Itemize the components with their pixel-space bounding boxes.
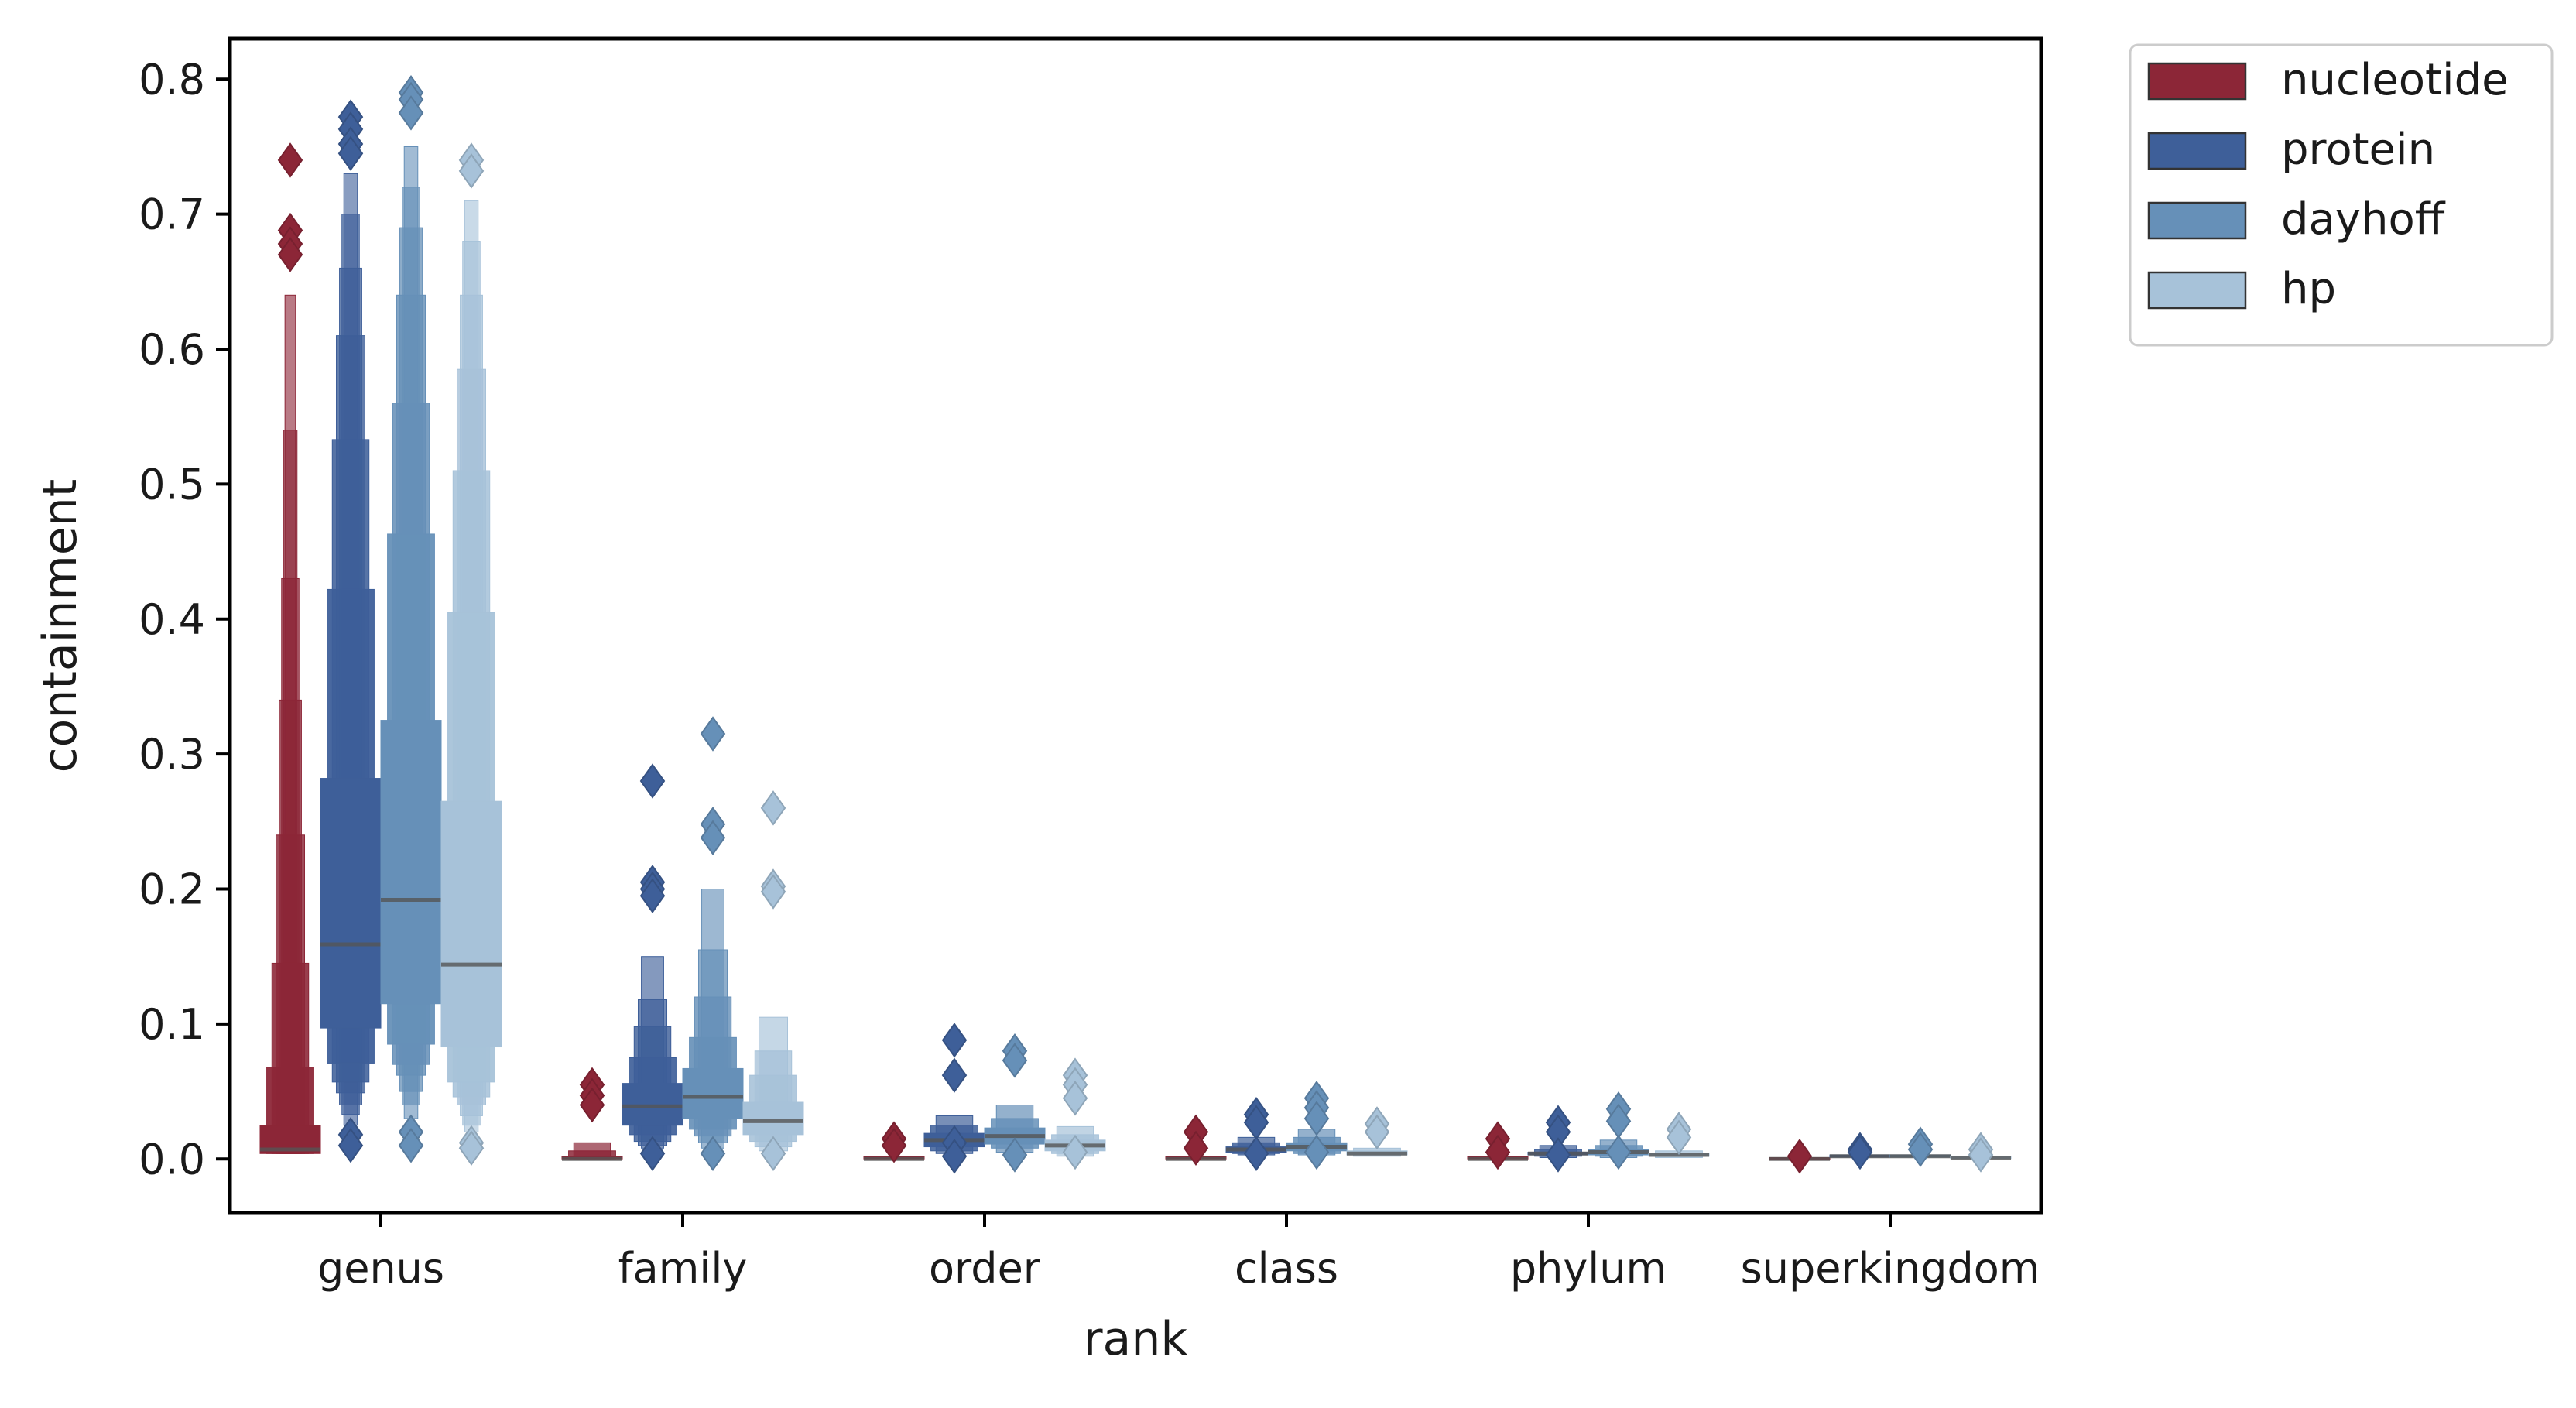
outlier-point — [1605, 1134, 1632, 1170]
outlier-point — [398, 95, 424, 131]
y-axis: 0.0 0.1 0.2 0.3 0.4 0.5 0.6 0.7 0.8 — [139, 55, 230, 1184]
y-tick-label: 0.7 — [139, 190, 205, 239]
outlier-point — [458, 153, 485, 189]
outlier-point — [700, 716, 726, 752]
outlier-point — [881, 1128, 907, 1163]
outlier-point — [398, 1128, 424, 1163]
plot-marks — [259, 75, 2012, 1174]
legend-swatch-protein — [2147, 132, 2247, 170]
outlier-point — [1303, 1134, 1330, 1170]
x-tick-label: genus — [317, 1244, 444, 1293]
box-level-dayhoff-genus — [380, 720, 442, 1005]
legend-swatch-dayhoff — [2147, 201, 2247, 240]
x-tick-label: superkingdom — [1741, 1244, 2040, 1293]
box-level-dayhoff-family — [682, 1067, 744, 1119]
outlier-point — [1968, 1137, 1994, 1173]
outlier-point — [639, 763, 666, 799]
legend-label-hp: hp — [2281, 264, 2336, 314]
outlier-point — [1666, 1119, 1692, 1156]
legend-swatch-hp — [2147, 271, 2247, 310]
series-nucleotide — [259, 142, 1831, 1174]
outlier-point — [1062, 1081, 1088, 1116]
outlier-point — [639, 1136, 666, 1171]
legend: nucleotide protein dayhoff hp — [2129, 43, 2554, 347]
outlier-point — [337, 135, 364, 171]
outlier-point — [579, 1087, 605, 1123]
x-tick-label: phylum — [1510, 1244, 1667, 1293]
outlier-point — [700, 820, 726, 855]
outlier-point — [1786, 1139, 1813, 1174]
x-tick-label: family — [618, 1244, 748, 1293]
x-tick-label: order — [929, 1244, 1041, 1293]
series-protein — [320, 99, 1891, 1174]
legend-label-protein: protein — [2281, 125, 2435, 175]
legend-box — [2129, 43, 2554, 347]
y-tick-label: 0.5 — [139, 460, 205, 509]
box-level-protein-family — [622, 1083, 683, 1126]
y-tick-label: 0.2 — [139, 865, 205, 914]
y-tick-label: 0.4 — [139, 595, 205, 644]
box-level-hp-family — [742, 1101, 804, 1136]
outlier-point — [1243, 1136, 1269, 1171]
outlier-point — [277, 237, 303, 272]
y-tick-label: 0.6 — [139, 325, 205, 374]
outlier-point — [1183, 1130, 1209, 1166]
outlier-point — [1545, 1137, 1571, 1173]
legend-swatch-nucleotide — [2147, 62, 2247, 101]
x-tick-label: class — [1235, 1244, 1338, 1293]
box-level-hp-genus — [440, 800, 502, 1048]
series-dayhoff — [380, 75, 1951, 1173]
y-tick-label: 0.3 — [139, 730, 205, 779]
outlier-point — [639, 878, 666, 913]
legend-label-dayhoff: dayhoff — [2281, 194, 2446, 245]
outlier-point — [458, 1130, 485, 1166]
outlier-point — [1364, 1114, 1390, 1150]
plot-frame — [228, 36, 2043, 1215]
outlier-point — [277, 142, 303, 178]
x-axis: genus family order class phylum superkingdom — [317, 1213, 2040, 1293]
legend-label-nucleotide: nucleotide — [2281, 55, 2509, 105]
outlier-point — [1062, 1134, 1088, 1170]
outlier-point — [337, 1128, 364, 1163]
outlier-point — [760, 874, 786, 910]
outlier-point — [941, 1139, 968, 1174]
outlier-point — [1907, 1132, 1934, 1167]
outlier-point — [700, 1136, 726, 1171]
outlier-point — [1002, 1043, 1028, 1078]
outlier-point — [941, 1023, 968, 1058]
outlier-point — [1002, 1137, 1028, 1173]
outlier-point — [760, 1136, 786, 1171]
x-axis-title: rank — [1084, 1312, 1187, 1366]
outlier-point — [941, 1057, 968, 1093]
y-axis-title: containment — [33, 479, 87, 773]
outlier-point — [760, 790, 786, 826]
series-hp — [440, 142, 2012, 1173]
y-tick-label: 0.1 — [139, 1000, 205, 1049]
y-tick-label: 0.8 — [139, 55, 205, 104]
outlier-point — [1847, 1134, 1873, 1170]
outlier-point — [1485, 1134, 1511, 1170]
y-tick-label: 0.0 — [139, 1135, 205, 1184]
box-level-protein-genus — [320, 778, 382, 1029]
